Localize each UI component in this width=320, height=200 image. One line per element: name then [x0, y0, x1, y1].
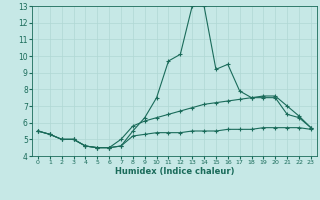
X-axis label: Humidex (Indice chaleur): Humidex (Indice chaleur) [115, 167, 234, 176]
